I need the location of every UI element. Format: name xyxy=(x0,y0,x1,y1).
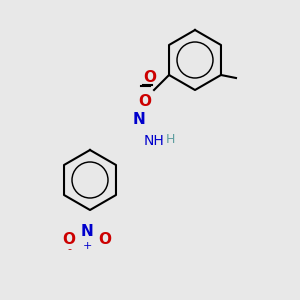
Text: H: H xyxy=(166,133,175,146)
Text: N: N xyxy=(133,112,146,128)
Text: -: - xyxy=(67,244,71,254)
Text: O: O xyxy=(139,94,152,110)
Text: N: N xyxy=(81,224,93,238)
Text: +: + xyxy=(82,241,92,251)
Text: O: O xyxy=(98,232,112,247)
Text: NH: NH xyxy=(144,134,164,148)
Text: O: O xyxy=(62,232,76,247)
Text: O: O xyxy=(143,70,156,86)
